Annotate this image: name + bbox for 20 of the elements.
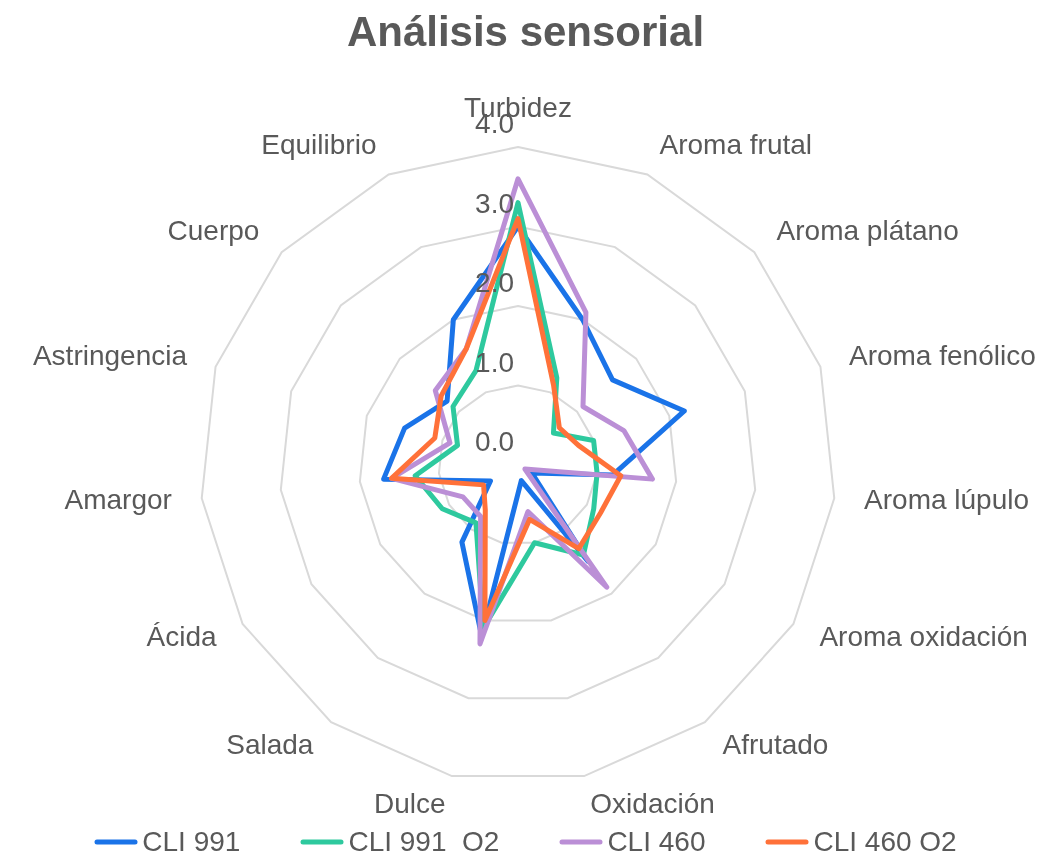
spoke-label: Aroma plátano [776, 214, 959, 246]
spoke-label: Aroma fenólico [848, 339, 1036, 371]
y-tick-label: 0.0 [475, 426, 514, 457]
spoke-label: Amargor [64, 483, 172, 515]
spoke-label: Afrutado [722, 728, 829, 760]
spoke-label: Aroma frutal [659, 129, 813, 161]
legend-label: CLI 460 [606, 826, 706, 858]
spoke-label: Ácida [146, 621, 218, 653]
chart-title: Análisis sensorial [345, 8, 706, 56]
spoke-label: Dulce [374, 787, 446, 819]
spoke-label: Oxidación [590, 787, 715, 819]
spoke-label: Cuerpo [167, 214, 260, 246]
spoke-label: Astringencia [32, 339, 188, 371]
legend-label: CLI 991 [141, 826, 241, 858]
spoke-label: Aroma oxidación [819, 621, 1028, 653]
legend-label: CLI 460 O2 [812, 826, 957, 858]
spoke-label: Aroma lúpulo [864, 483, 1030, 515]
legend-label: CLI 991 O2 [347, 826, 500, 858]
spoke-label: Equilibrio [261, 129, 377, 161]
spoke-label: Salada [226, 728, 314, 760]
